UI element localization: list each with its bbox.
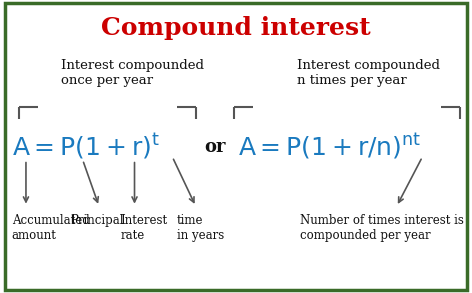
Text: Interest
rate: Interest rate	[120, 214, 168, 242]
Text: Accumulated
amount: Accumulated amount	[12, 214, 90, 242]
Text: Interest compounded
once per year: Interest compounded once per year	[61, 59, 204, 87]
Text: $\mathsf{A = P(1 + r/n)^{nt}}$: $\mathsf{A = P(1 + r/n)^{nt}}$	[238, 132, 421, 161]
Text: $\mathsf{A = P(1 + r)^t}$: $\mathsf{A = P(1 + r)^t}$	[12, 132, 160, 161]
Text: Compound interest: Compound interest	[101, 16, 371, 40]
Text: time
in years: time in years	[177, 214, 224, 242]
Text: or: or	[204, 137, 226, 156]
Text: Interest compounded
n times per year: Interest compounded n times per year	[297, 59, 440, 87]
Text: Principal: Principal	[70, 214, 123, 227]
Text: Number of times interest is
compounded per year: Number of times interest is compounded p…	[300, 214, 464, 242]
